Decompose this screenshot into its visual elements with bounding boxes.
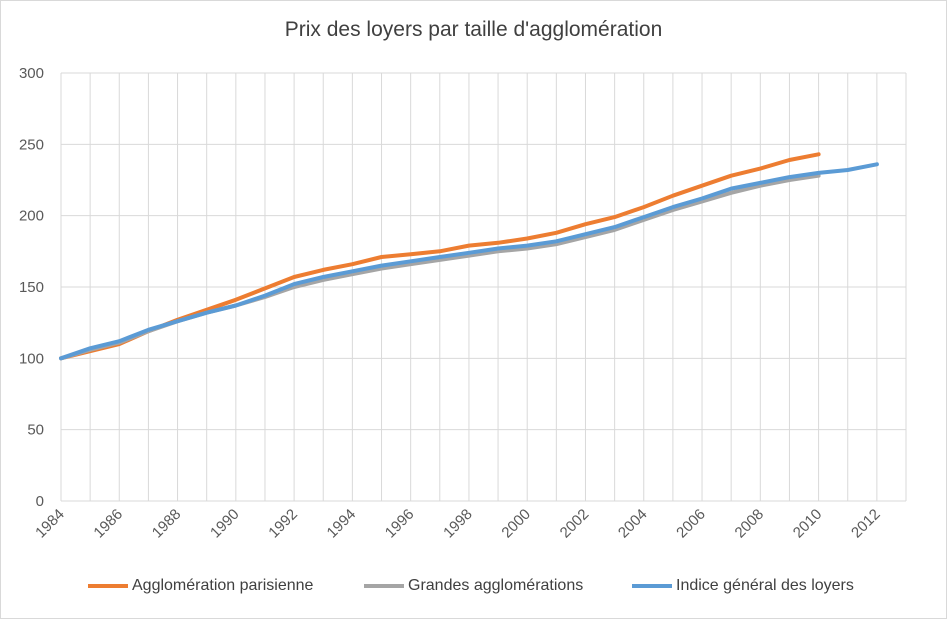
x-tick-label: 2010	[790, 506, 826, 542]
legend-swatch	[632, 584, 672, 588]
x-axis-ticks: 1984 1986 1988 1990 1992 1994 1996 1998 2000 2002…	[32, 506, 883, 542]
y-tick-label: 250	[19, 136, 44, 153]
x-tick-label: 2002	[557, 506, 593, 542]
legend-item-grandes-agglomerations: Grandes agglomérations	[364, 577, 583, 595]
x-tick-label: 2008	[732, 506, 768, 542]
gridlines	[60, 72, 907, 502]
x-tick-label: 1988	[149, 506, 185, 542]
legend-item-agglomeration-parisienne: Agglomération parisienne	[88, 577, 313, 595]
y-tick-label: 0	[36, 493, 44, 510]
y-tick-label: 50	[27, 422, 44, 439]
y-tick-label: 300	[19, 65, 44, 82]
x-tick-label: 2004	[615, 506, 651, 542]
legend-label: Indice général des loyers	[676, 577, 854, 594]
legend-swatch	[364, 584, 404, 588]
x-tick-label: 1996	[382, 506, 418, 542]
chart-title: Prix des loyers par taille d'agglomérati…	[284, 18, 663, 41]
y-tick-label: 150	[19, 279, 44, 296]
series-line-2	[59, 162, 879, 361]
y-axis-ticks: 0 50 100 150 200 250 300	[19, 65, 44, 510]
x-tick-label: 1992	[265, 506, 301, 542]
legend-item-indice-general-des-loyers: Indice général des loyers	[632, 577, 854, 595]
x-tick-label: 1994	[324, 506, 360, 542]
x-tick-label: 2006	[673, 506, 709, 542]
legend-label: Grandes agglomérations	[408, 577, 584, 594]
y-tick-label: 200	[19, 208, 44, 225]
legend-swatch	[88, 584, 128, 588]
y-tick-label: 100	[19, 350, 44, 367]
x-tick-label: 1984	[32, 506, 68, 542]
legend-label: Agglomération parisienne	[132, 577, 314, 594]
x-tick-label: 1990	[207, 506, 243, 542]
x-tick-label: 2000	[498, 506, 534, 542]
series-lines	[59, 152, 879, 361]
x-tick-label: 1998	[440, 506, 476, 542]
x-tick-label: 2012	[848, 506, 884, 542]
x-tick-label: 1986	[90, 506, 126, 542]
legend: Agglomération parisienne Grandes agglomé…	[0, 577, 947, 601]
